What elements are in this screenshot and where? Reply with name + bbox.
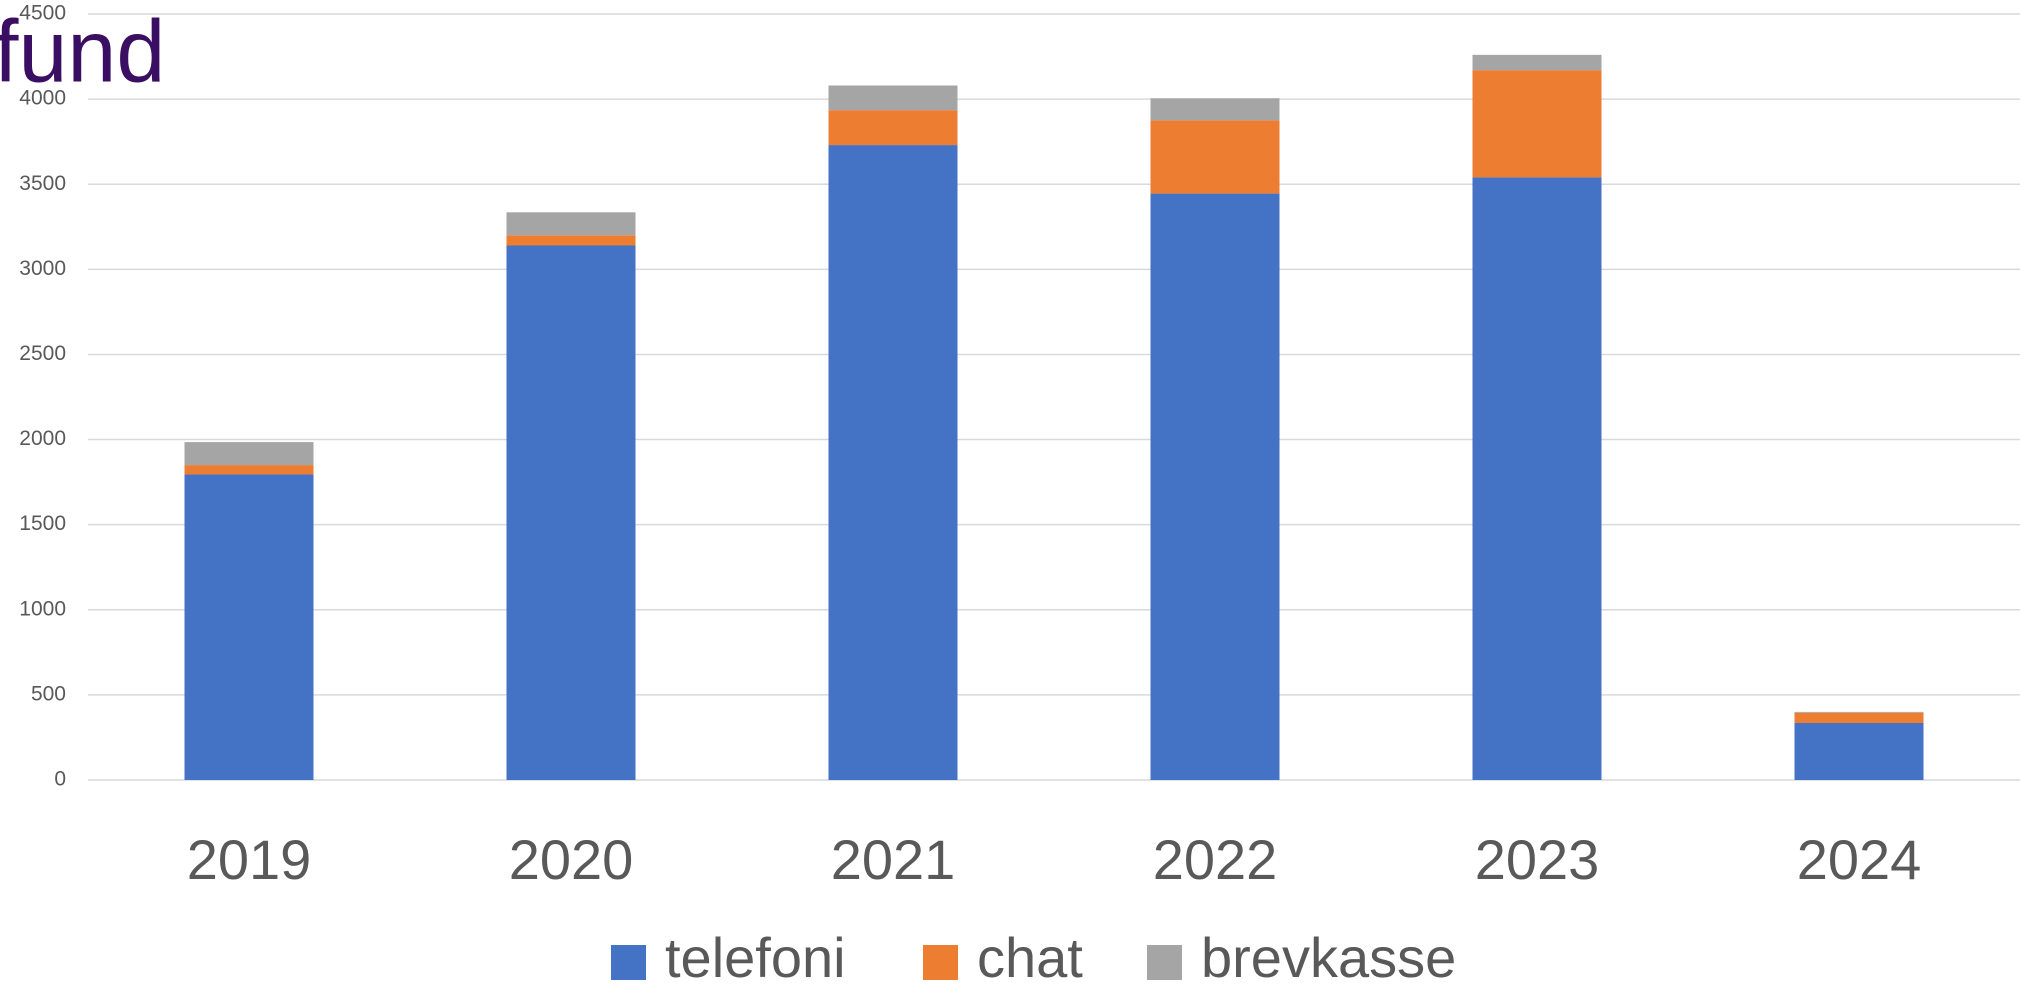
legend-swatch: [1147, 945, 1182, 980]
x-tick-label: 2022: [1153, 828, 1278, 891]
y-tick-label: 2000: [19, 427, 66, 450]
bar-segment: [1472, 177, 1602, 780]
bar-segment: [1150, 193, 1280, 780]
bar-segment: [828, 110, 958, 146]
bar-segment: [184, 474, 314, 780]
bar-segment: [506, 235, 636, 246]
bar-segment: [828, 85, 958, 111]
bar-segment: [506, 245, 636, 781]
y-tick-label: 500: [31, 682, 66, 705]
x-tick-label: 2021: [831, 828, 956, 891]
x-tick-label: 2020: [509, 828, 634, 891]
y-tick-label: 4500: [19, 2, 66, 25]
bar-segment: [1150, 120, 1280, 194]
bar-segment: [1150, 98, 1280, 121]
bar-segment: [1794, 722, 1924, 780]
y-tick-label: 3500: [19, 172, 66, 195]
legend-swatch: [611, 945, 646, 980]
legend-label: telefoni: [665, 926, 846, 986]
legend-swatch: [923, 945, 958, 980]
bar-segment: [506, 212, 636, 236]
y-tick-label: 0: [54, 768, 66, 791]
bar-segment: [184, 442, 314, 466]
bar-segment: [1472, 70, 1602, 178]
bar-segment: [184, 465, 314, 475]
x-tick-label: 2019: [187, 828, 312, 891]
bar-segment: [828, 145, 958, 780]
bar-segment: [1794, 711, 1924, 713]
y-tick-label: 1000: [19, 597, 66, 620]
bar-segment: [1794, 712, 1924, 723]
logo: fund: [0, 1, 165, 100]
y-tick-label: 2500: [19, 342, 66, 365]
y-tick-label: 4000: [19, 87, 66, 110]
legend-label: chat: [977, 926, 1083, 986]
x-tick-label: 2024: [1797, 828, 1922, 891]
y-tick-label: 3000: [19, 257, 66, 280]
legend-label: brevkasse: [1201, 926, 1456, 986]
bar-segment: [1472, 54, 1602, 71]
x-tick-label: 2023: [1475, 828, 1600, 891]
y-tick-label: 1500: [19, 512, 66, 535]
